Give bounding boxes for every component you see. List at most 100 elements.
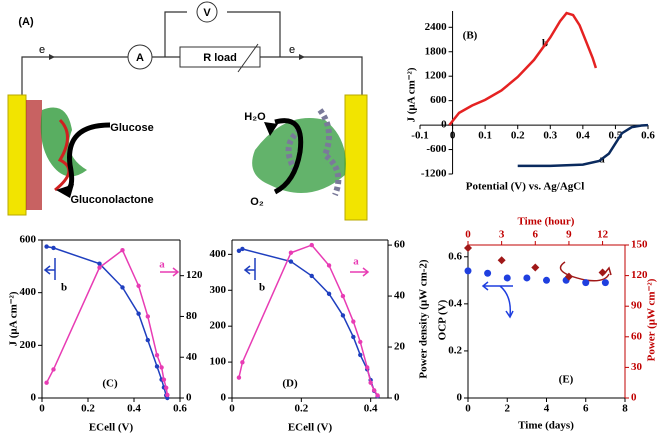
marker: [531, 263, 540, 272]
marker: [154, 352, 160, 358]
ammeter: [127, 44, 153, 70]
anode-mesh: [26, 100, 42, 210]
panel-label: (C): [102, 378, 118, 390]
y2-tick-label: 150: [631, 239, 648, 251]
marker: [375, 393, 380, 398]
y-axis-label: J (μA cm⁻²): [8, 291, 20, 346]
y2-tick-label: 80: [186, 310, 198, 322]
enzyme: [285, 108, 342, 197]
y-tick-label: 400: [20, 286, 37, 298]
wire: [227, 11, 281, 57]
marker: [51, 367, 56, 372]
y-tick-label: 0: [441, 119, 447, 131]
x-tick-label: 0.4: [127, 403, 141, 415]
x2-tick-label: 12: [597, 229, 609, 241]
marker: [44, 380, 49, 385]
diagram-label: e: [39, 44, 45, 56]
x2-axis-label: Time (hour): [518, 216, 575, 228]
x2-tick-label: 0: [465, 229, 471, 241]
y2-tick-label: 0: [186, 392, 192, 404]
marker: [288, 259, 294, 264]
x-tick-label: -0.1: [411, 130, 428, 142]
marker: [371, 388, 377, 393]
rheostat-arrow: [237, 43, 259, 73]
annotation: a: [353, 256, 359, 268]
annotation: b: [259, 282, 265, 294]
marker: [503, 274, 511, 282]
marker: [564, 272, 573, 281]
y-tick-label: 0: [31, 392, 37, 404]
axis-arrow: [160, 267, 180, 277]
marker: [236, 375, 242, 380]
marker: [159, 365, 164, 370]
y2-axis-label: Power (μW cm⁻²): [646, 278, 658, 361]
wire: [164, 11, 187, 57]
marker: [543, 276, 550, 284]
y-tick-label: 0: [457, 392, 463, 404]
marker: [484, 269, 492, 277]
y-tick-label: 2400: [425, 21, 448, 33]
panel-label: (D): [282, 378, 298, 390]
marker: [136, 283, 141, 289]
x-axis-label: Time (days): [518, 420, 574, 432]
x-tick-label: 0.6: [173, 403, 187, 415]
y-tick-label: 1200: [425, 70, 448, 82]
x-tick-label: 8: [622, 403, 628, 415]
y2-tick-label: 90: [631, 300, 643, 312]
marker: [464, 244, 472, 253]
marker: [326, 263, 332, 268]
marker: [145, 337, 150, 343]
marker: [136, 311, 141, 316]
axis-arrow: [350, 267, 370, 277]
y-tick-label: 600: [430, 94, 447, 106]
marker: [351, 334, 356, 340]
arrow-head: [56, 184, 74, 198]
x-tick-label: 0: [39, 403, 45, 415]
diagram-label: V: [203, 7, 211, 19]
y2-axis-label: Power density (μW cm-2): [418, 259, 430, 379]
marker: [161, 377, 167, 382]
marker: [358, 352, 363, 358]
cathode: [344, 94, 368, 221]
marker: [97, 265, 102, 270]
marker: [598, 268, 607, 277]
x-tick-label: 4: [544, 403, 550, 415]
anode-reaction-arrow: [64, 122, 111, 193]
arrow-head: [264, 122, 278, 136]
marker: [464, 267, 472, 275]
y2-tick-label: 30: [631, 361, 643, 373]
y-tick-label: 200: [210, 320, 227, 332]
marker: [340, 313, 346, 318]
marker: [165, 392, 170, 398]
marker: [165, 395, 170, 401]
x-axis-label: ECell (V): [288, 422, 333, 434]
wire: [21, 56, 128, 95]
x2-tick-label: 6: [533, 229, 539, 241]
y-tick-label: 0: [221, 392, 227, 404]
y2-tick-label: 40: [186, 351, 198, 363]
y-axis-label: J (μA cm⁻²): [406, 67, 418, 122]
x-tick-label: 0: [450, 130, 456, 142]
anode: [7, 94, 27, 216]
marker: [240, 360, 245, 365]
y-tick-label: -1200: [421, 168, 447, 180]
marker: [236, 248, 242, 253]
panel-label: (E): [559, 374, 574, 386]
diagram-label: R load: [203, 52, 237, 64]
y-tick-label: 600: [20, 234, 37, 246]
x-tick-label: 0.6: [641, 130, 655, 142]
diagram-label: O₂: [250, 196, 264, 208]
marker: [340, 293, 346, 299]
y-axis-label: OCP (V): [437, 299, 449, 340]
y2-tick-label: 60: [394, 239, 406, 251]
y-tick-label: 0.2: [448, 344, 462, 356]
x-tick-label: 0: [465, 403, 471, 415]
marker: [351, 319, 356, 324]
marker: [368, 380, 373, 385]
marker: [309, 242, 314, 248]
diagram-label: H₂O: [244, 111, 266, 123]
marker: [97, 261, 102, 266]
y-tick-label: 1800: [425, 45, 448, 57]
axis-arrow: [243, 258, 256, 280]
